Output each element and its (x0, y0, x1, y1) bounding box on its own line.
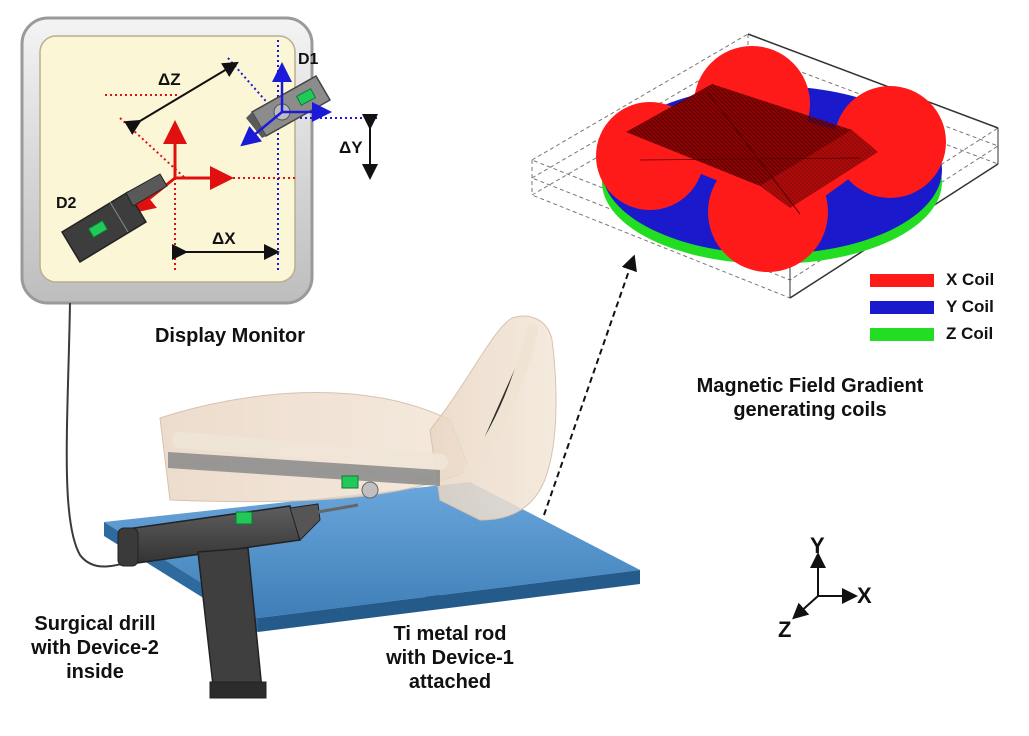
drill-caption-line1: Surgical drill (34, 613, 156, 635)
display-monitor (20, 16, 380, 568)
label-dy: ΔY (339, 138, 363, 157)
drill-caption-line2: with Device-2 (31, 637, 159, 659)
label-dx: ΔX (212, 229, 236, 248)
rod-caption-line1: Ti metal rod (393, 623, 507, 645)
legend-label-z-coil: Z Coil (946, 324, 994, 343)
axis-label-y: Y (810, 533, 825, 558)
coils-caption: Magnetic Field Gradient generating coils (660, 374, 960, 422)
rod-caption: Ti metal rod with Device-1 attached (365, 622, 535, 694)
rod-caption-line2: with Device-1 (386, 647, 514, 669)
coil-legend: X Coil Y Coil Z Coil (870, 270, 1020, 350)
coils-caption-line1: Magnetic Field Gradient (696, 375, 924, 397)
leg (159, 315, 557, 521)
surgical-drill (117, 503, 359, 699)
legend-swatch-y-coil (870, 300, 934, 314)
legend-swatch-z-coil (870, 327, 934, 341)
coils-caption-line2: generating coils (733, 399, 887, 421)
label-d2: D2 (56, 195, 77, 212)
legend-label-y-coil: Y Coil (946, 297, 994, 316)
legend-item-z-coil: Z Coil (870, 324, 993, 344)
legend-label-x-coil: X Coil (946, 270, 995, 289)
gradient-coils (530, 33, 1000, 299)
coordinate-axes: Y X Z (778, 533, 872, 642)
axis-label-z: Z (778, 617, 791, 642)
label-d1: D1 (298, 51, 319, 68)
rod-caption-line3: attached (408, 671, 492, 693)
monitor-caption: Display Monitor (154, 325, 305, 347)
device-2-probe (60, 173, 168, 264)
label-dz: ΔZ (158, 70, 181, 89)
legend-item-y-coil: Y Coil (870, 297, 994, 317)
legend-swatch-x-coil (870, 273, 934, 287)
axis-label-x: X (857, 583, 872, 608)
legend-item-x-coil: X Coil (870, 270, 994, 290)
drill-caption: Surgical drill with Device-2 inside (10, 612, 180, 684)
drill-caption-line3: inside (66, 661, 124, 683)
